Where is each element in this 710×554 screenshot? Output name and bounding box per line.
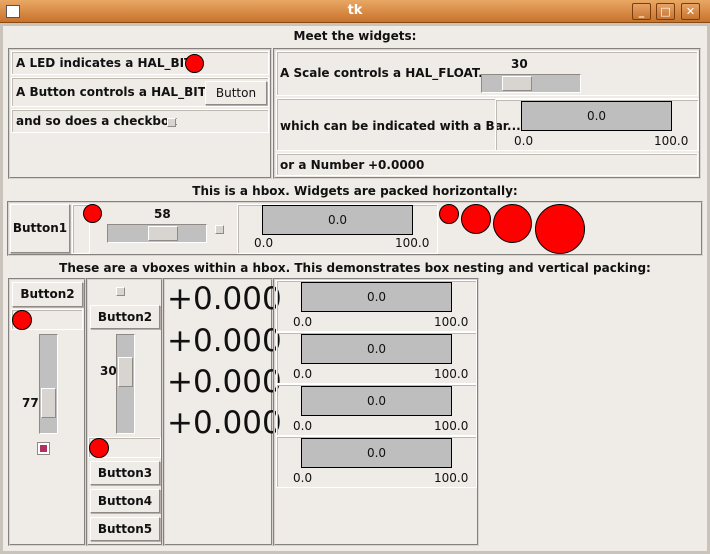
checkbox[interactable] [167, 118, 176, 127]
col4-bar-max: 100.0 [434, 471, 469, 485]
col4-bar-cell: 0.0 0.0 100.0 [276, 332, 477, 384]
col2-button2[interactable]: Button2 [90, 305, 160, 329]
window-title: tk [347, 3, 363, 18]
col4-bar-min: 0.0 [293, 315, 313, 329]
col1-scale-value: 77 [22, 396, 39, 410]
number-display: +0.000 [167, 323, 282, 359]
right-box [273, 48, 701, 179]
hbox-bar-container: 0.0 0.0 100.0 [237, 204, 438, 254]
checkbox-row: and so does a checkbox [11, 109, 269, 133]
col2-led [89, 438, 109, 458]
bar-label: which can be indicated with a Bar... [280, 119, 521, 133]
col4-bar-min: 0.0 [293, 471, 313, 485]
col2-vscale-trough[interactable] [116, 334, 135, 434]
bar-container: 0.0 0.0 100.0 [495, 99, 699, 151]
hbox [7, 201, 703, 256]
hal-button[interactable]: Button [205, 81, 267, 105]
col4-bar-min: 0.0 [293, 367, 313, 381]
col4-bar-value: 0.0 [301, 282, 452, 312]
led-xlarge [535, 204, 585, 254]
bar-row: which can be indicated with a Bar... 0.0… [276, 98, 699, 151]
col4-bar-max: 100.0 [434, 315, 469, 329]
hbox-scale-trough[interactable] [107, 224, 207, 243]
col2-checkbox[interactable] [116, 287, 125, 296]
number-display: +0.000 [167, 364, 282, 400]
scale-slider[interactable] [502, 76, 532, 91]
number-display: +0.000 [167, 405, 282, 441]
col4-bar-cell: 0.0 0.0 100.0 [276, 280, 477, 332]
col2-led-cell [88, 437, 161, 458]
number-display: +0.000 [167, 281, 282, 317]
led-large [493, 204, 532, 243]
col1-checkbox-checked[interactable] [37, 442, 50, 455]
hbox-bar-min: 0.0 [254, 236, 274, 250]
scale-row: A Scale controls a HAL_FLOAT... 30 [276, 51, 698, 96]
bar-max: 100.0 [654, 134, 689, 148]
button3[interactable]: Button3 [90, 461, 160, 485]
maximize-button[interactable]: □ [656, 3, 675, 20]
button-row: A Button controls a HAL_BIT... Button [11, 77, 269, 107]
checkbox-label: and so does a checkbox [16, 114, 178, 128]
col1-button2[interactable]: Button2 [12, 282, 83, 307]
window-menu-icon[interactable] [6, 5, 20, 18]
col4-bar-value: 0.0 [301, 438, 452, 468]
close-button[interactable]: ✕ [681, 3, 700, 20]
led-medium [461, 204, 491, 234]
led-small [439, 204, 459, 224]
col1-led [12, 310, 32, 330]
led-row: A LED indicates a HAL_BIT: [11, 51, 269, 75]
button-label: A Button controls a HAL_BIT... [16, 85, 218, 99]
minimize-button[interactable]: _ [632, 3, 651, 20]
col4-bar-value: 0.0 [301, 386, 452, 416]
hbox-led-cell [72, 204, 90, 254]
section2-title: This is a hbox. Widgets are packed horiz… [192, 184, 518, 198]
number-label: or a Number [280, 158, 365, 172]
number-value: +0.0000 [368, 158, 425, 172]
scale-value: 30 [511, 57, 528, 71]
bar-min: 0.0 [514, 134, 534, 148]
window-frame [0, 23, 710, 554]
left-box [8, 48, 272, 179]
led-label: A LED indicates a HAL_BIT: [16, 56, 197, 70]
title-bar: tk _ □ ✕ [0, 0, 710, 23]
section3-title: These are a vboxes within a hbox. This d… [59, 261, 651, 275]
col4-bar-cell: 0.0 0.0 100.0 [276, 436, 477, 488]
hbox-scale-slider[interactable] [148, 226, 178, 241]
hbox-scale-value: 58 [154, 207, 171, 221]
col4-bar-max: 100.0 [434, 367, 469, 381]
col4-bar-max: 100.0 [434, 419, 469, 433]
col1-vscale-slider[interactable] [41, 388, 56, 418]
col4-bar-cell: 0.0 0.0 100.0 [276, 384, 477, 436]
hbox-bar-max: 100.0 [395, 236, 430, 250]
bar-value: 0.0 [521, 101, 672, 131]
button4[interactable]: Button4 [90, 489, 160, 513]
col4-bar-min: 0.0 [293, 419, 313, 433]
vbox-col1 [8, 278, 86, 546]
hbox-bar-value: 0.0 [262, 205, 413, 235]
vbox-col3 [163, 278, 273, 546]
number-row: or a Number +0.0000 [276, 153, 698, 176]
vbox-col2 [86, 278, 163, 546]
scale-label: A Scale controls a HAL_FLOAT... [280, 66, 492, 80]
col2-scale-value: 30 [100, 364, 117, 378]
button5[interactable]: Button5 [90, 517, 160, 541]
button1[interactable]: Button1 [10, 204, 70, 253]
scale-trough[interactable] [481, 74, 581, 93]
col2-vscale-slider[interactable] [118, 357, 133, 387]
hbox-led [83, 204, 102, 223]
col1-led-cell [11, 309, 83, 330]
vbox-col4 [273, 278, 479, 546]
col1-vscale-trough[interactable] [39, 334, 58, 434]
section1-title: Meet the widgets: [293, 29, 417, 43]
led-indicator [185, 54, 204, 73]
col4-bar-value: 0.0 [301, 334, 452, 364]
hbox-checkbox[interactable] [215, 225, 224, 234]
